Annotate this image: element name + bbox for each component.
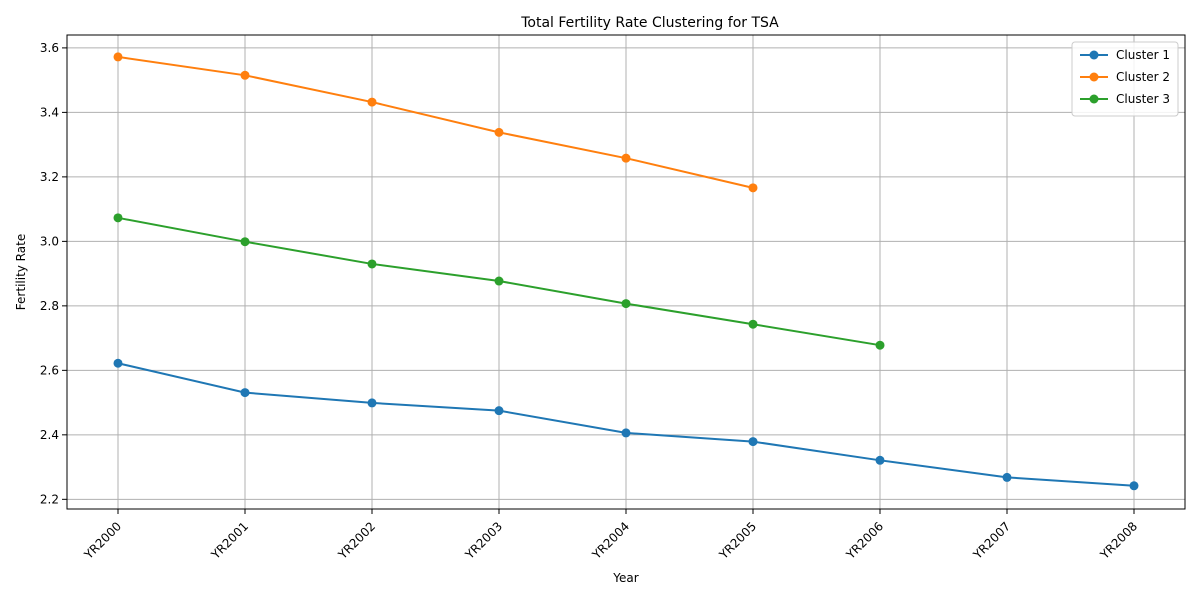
series-cluster-3	[113, 213, 885, 350]
legend-item: Cluster 1	[1080, 48, 1170, 62]
plot-frame	[66, 34, 1186, 510]
data-point	[748, 183, 758, 193]
series-cluster-1	[113, 358, 1139, 491]
series-line	[117, 55, 754, 189]
x-tick-label: YR2003	[462, 519, 505, 562]
data-point	[621, 428, 631, 438]
y-tick-label: 2.8	[40, 299, 59, 313]
data-point	[875, 455, 885, 465]
data-point	[367, 259, 377, 269]
data-point	[367, 97, 377, 107]
data-point	[240, 388, 250, 398]
series-cluster-2	[113, 52, 758, 193]
data-point	[748, 437, 758, 447]
y-tick-label: 2.4	[40, 428, 59, 442]
y-tick-label: 3.4	[40, 105, 59, 119]
y-tick-label: 3.0	[40, 234, 59, 248]
data-point	[621, 299, 631, 309]
data-point	[1002, 472, 1012, 482]
legend-label: Cluster 3	[1116, 92, 1170, 106]
chart-title: Total Fertility Rate Clustering for TSA	[520, 15, 779, 31]
y-tick-label: 2.6	[40, 363, 59, 377]
x-tick-label: YR2008	[1097, 519, 1140, 562]
data-point	[240, 237, 250, 247]
y-tick-label: 3.6	[40, 41, 59, 55]
x-tick-label: YR2007	[970, 519, 1013, 562]
legend-item: Cluster 2	[1080, 70, 1170, 84]
x-tick-label: YR2001	[208, 519, 251, 562]
legend-marker	[1089, 50, 1099, 60]
legend-label: Cluster 1	[1116, 48, 1170, 62]
data-point	[113, 358, 123, 368]
legend: Cluster 1 Cluster 2 Cluster 3	[1071, 41, 1179, 117]
series-lines	[113, 52, 1139, 491]
data-point	[494, 406, 504, 416]
x-tick-label: YR2000	[81, 519, 124, 562]
x-tick-label: YR2005	[716, 519, 759, 562]
data-point	[113, 213, 123, 223]
data-point	[748, 319, 758, 329]
y-tick-label: 3.2	[40, 170, 59, 184]
legend-item: Cluster 3	[1080, 92, 1170, 106]
data-point	[113, 52, 123, 62]
data-point	[621, 153, 631, 163]
data-point	[494, 127, 504, 137]
grid-lines	[67, 35, 1185, 509]
axes: YR2000 YR2001 YR2002 YR2003 YR2004 YR2005 YR20…	[40, 34, 1186, 563]
y-axis-label: Fertility Rate	[14, 234, 28, 310]
legend-marker	[1089, 72, 1099, 82]
legend-label: Cluster 2	[1116, 70, 1170, 84]
x-tick-label: YR2002	[335, 519, 378, 562]
legend-marker	[1089, 94, 1099, 104]
x-axis-label: Year	[612, 571, 638, 585]
x-tick-label: YR2004	[589, 519, 632, 562]
legend-box	[1071, 41, 1179, 117]
x-tick-label: YR2006	[843, 519, 886, 562]
data-point	[1129, 481, 1139, 491]
data-point	[240, 70, 250, 80]
y-tick-label: 2.2	[40, 492, 59, 506]
data-point	[494, 276, 504, 286]
data-point	[875, 340, 885, 350]
data-point	[367, 398, 377, 408]
